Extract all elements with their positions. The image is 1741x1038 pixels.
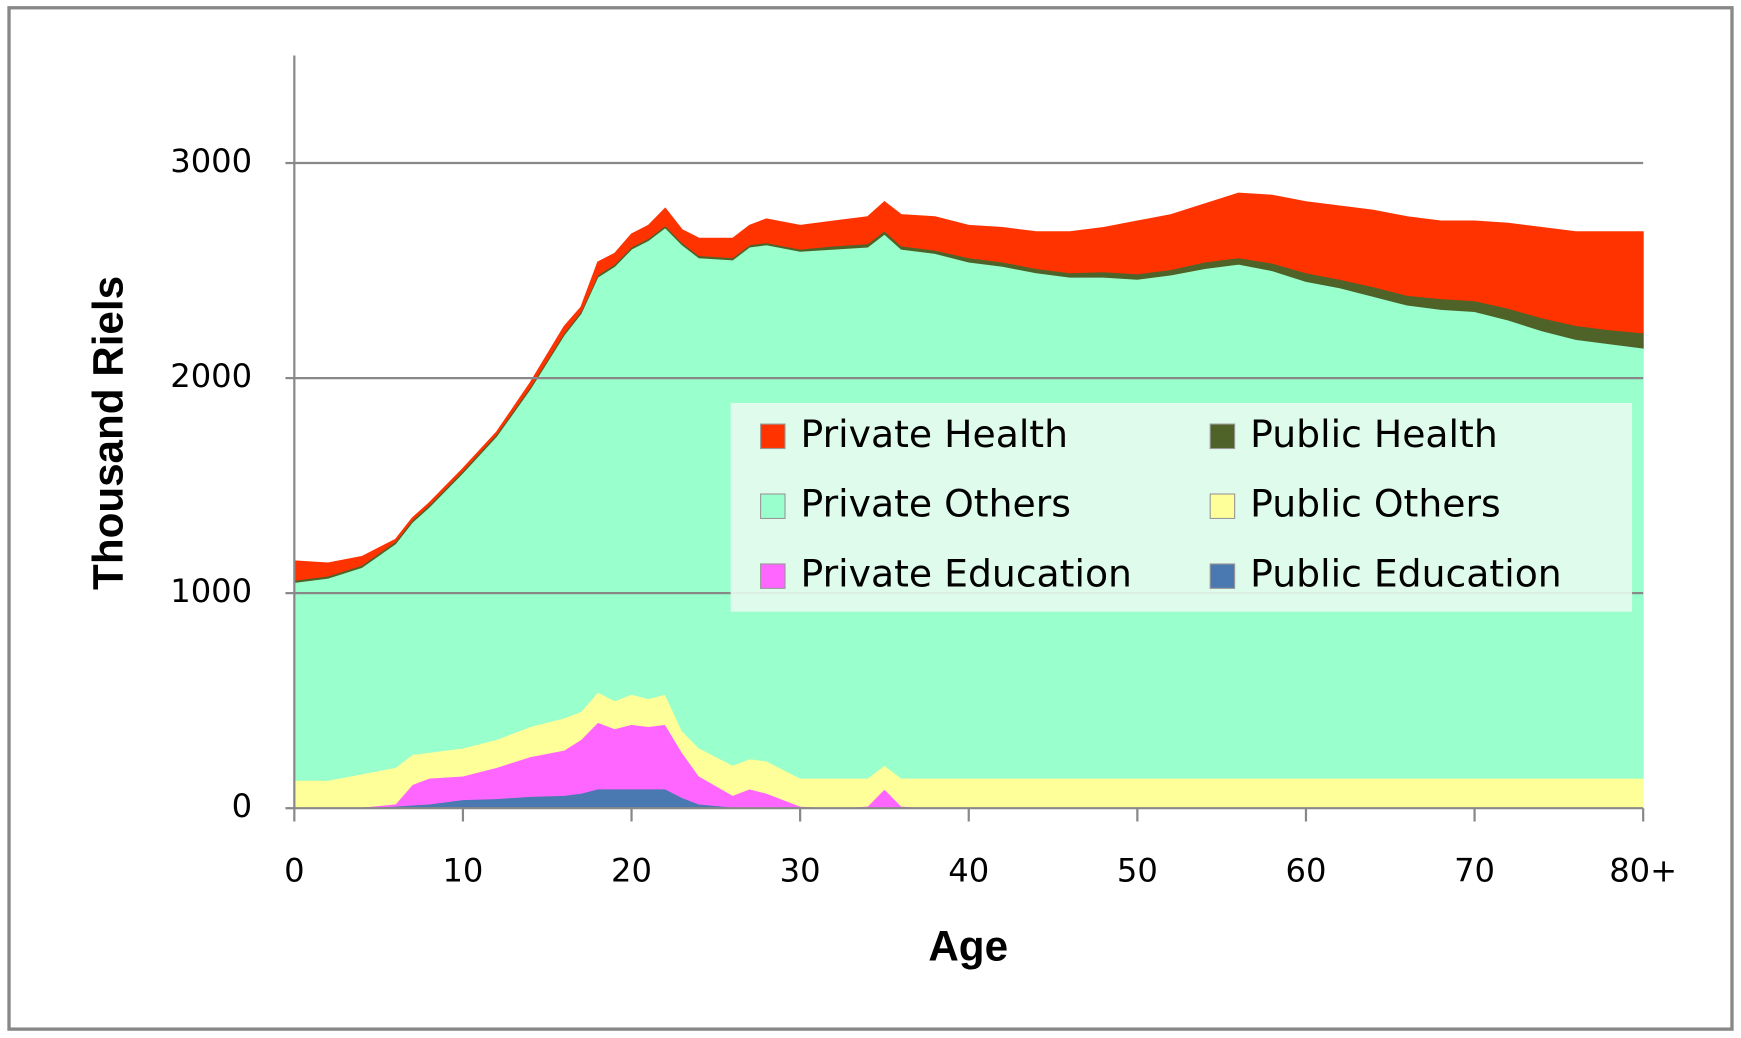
area (293, 192, 1644, 581)
y-tick-label: 2000 (170, 357, 252, 395)
axes: 0 1000 2000 3000 0 10 20 30 40 50 60 70 80+ (170, 55, 1677, 890)
x-tick-label: 40 (948, 852, 989, 890)
legend-label: Private Others (801, 482, 1071, 526)
legend-label: Private Health (801, 412, 1068, 456)
y-tick-label: 1000 (170, 572, 252, 610)
legend-swatch (760, 493, 786, 519)
x-axis-title: Age (928, 922, 1008, 969)
legend-label: Private Education (801, 552, 1132, 596)
y-axis-title: Thousand Riels (84, 276, 131, 590)
x-tick-label: 10 (442, 852, 483, 890)
legend-label: Public Education (1250, 552, 1562, 596)
y-tick-label: 0 (232, 787, 252, 825)
x-tick-label: 0 (284, 852, 304, 890)
legend-label: Public Others (1250, 482, 1500, 526)
legend-box (730, 402, 1633, 612)
x-tick-label: 50 (1117, 852, 1158, 890)
legend-swatch (1209, 563, 1236, 589)
legend-swatch (1209, 493, 1236, 519)
x-tick-label: 20 (611, 852, 652, 890)
x-tick-label: 60 (1285, 852, 1326, 890)
legend-swatch (760, 423, 786, 450)
legend-swatch (760, 563, 786, 589)
legend: Public Education Private Education Public … (730, 402, 1633, 612)
x-tick-label: 70 (1454, 852, 1495, 890)
legend-swatch (1209, 423, 1236, 450)
y-tick-label: 3000 (170, 142, 252, 180)
x-tick-label: 30 (780, 852, 821, 890)
legend-label: Public Health (1250, 412, 1498, 456)
x-tick-label: 80+ (1609, 852, 1677, 890)
